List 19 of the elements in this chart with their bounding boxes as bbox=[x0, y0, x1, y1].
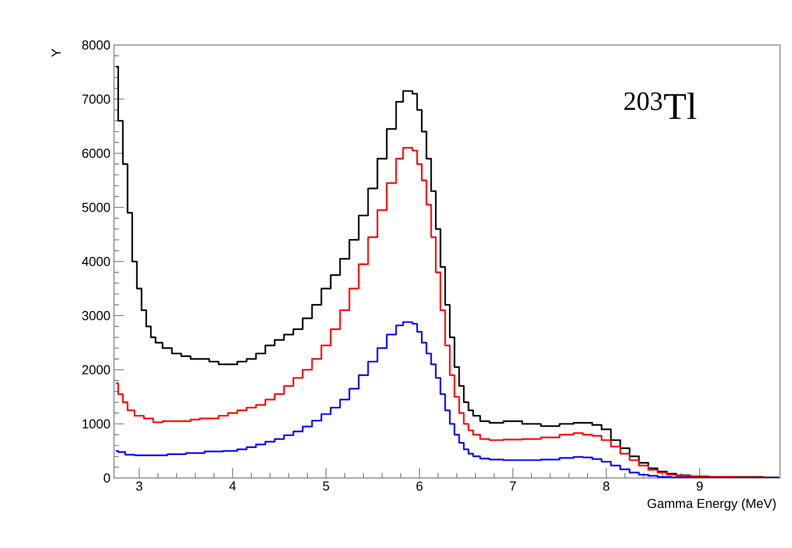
y-tick-label: 2000 bbox=[82, 365, 110, 374]
y-axis-title: Y bbox=[52, 48, 61, 57]
y-tick-label: 7000 bbox=[82, 94, 110, 104]
annotation: $^{203}$Tl bbox=[624, 92, 696, 119]
x-tick-label: 4 bbox=[229, 482, 236, 490]
x-tick-label: 5 bbox=[322, 482, 330, 491]
y-tick-label: 3000 bbox=[82, 311, 110, 320]
x-axis-title: Gamma Energy (MeV) bbox=[648, 498, 776, 511]
x-tick-label: 6 bbox=[416, 482, 422, 491]
x-tick-label: 3 bbox=[136, 482, 142, 491]
y-tick-label: 1000 bbox=[82, 419, 110, 428]
x-tick-label: 7 bbox=[510, 482, 516, 490]
y-tick-label: 5000 bbox=[82, 202, 110, 212]
x-tick-label: 8 bbox=[603, 482, 610, 491]
y-tick-label: 6000 bbox=[82, 148, 110, 158]
y-tick-label: 8000 bbox=[82, 40, 110, 50]
x-tick-label: 9 bbox=[696, 482, 703, 491]
y-tick-label: 0 bbox=[104, 473, 110, 483]
y-tick-label: 4000 bbox=[82, 256, 110, 266]
